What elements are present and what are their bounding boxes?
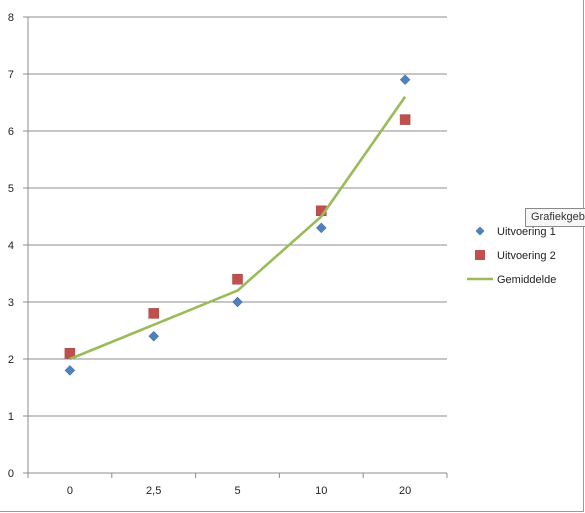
series-uitvoering-1[interactable]: [64, 74, 411, 376]
data-point-diamond[interactable]: [232, 296, 243, 308]
y-tick-label: 1: [8, 411, 14, 423]
x-tick-label: 10: [315, 485, 327, 497]
y-tick-label: 2: [8, 354, 14, 366]
data-point-diamond[interactable]: [148, 330, 160, 342]
legend[interactable]: Uitvoering 1 Uitvoering 2 Gemiddelde: [467, 226, 556, 286]
series-gemiddelde[interactable]: [69, 96, 407, 361]
legend-diamond-swatch: [475, 226, 485, 236]
legend-square-swatch: [475, 250, 485, 260]
series-line[interactable]: [69, 96, 407, 361]
x-tick-label: 2,5: [146, 485, 161, 497]
y-tick-label: 4: [8, 240, 14, 252]
data-point-diamond[interactable]: [399, 74, 411, 86]
data-point-square[interactable]: [148, 308, 159, 319]
y-tick-label: 3: [8, 297, 14, 309]
series-uitvoering-2[interactable]: [64, 114, 411, 359]
y-tick-label: 7: [8, 69, 14, 81]
y-axis-tick-labels: 0 1 2 3 4 5 6 7 8: [8, 12, 14, 480]
x-tick-label: 20: [399, 485, 411, 497]
data-point-diamond[interactable]: [64, 365, 76, 376]
data-point-diamond[interactable]: [315, 222, 327, 234]
gridlines: [28, 16, 447, 417]
axes: [23, 16, 448, 478]
y-tick-label: 8: [8, 12, 14, 24]
y-tick-label: 0: [8, 468, 14, 480]
legend-item[interactable]: Uitvoering 1: [475, 226, 556, 238]
x-axis-tick-labels: 0 2,5 5 10 20: [67, 485, 411, 497]
legend-label: Uitvoering 2: [497, 250, 556, 262]
y-tick-label: 5: [8, 183, 14, 195]
data-point-square[interactable]: [232, 273, 243, 285]
data-point-square[interactable]: [399, 114, 411, 125]
y-tick-label: 6: [8, 126, 14, 138]
x-tick-label: 5: [234, 485, 240, 497]
legend-label: Gemiddelde: [497, 274, 556, 286]
legend-item[interactable]: Uitvoering 2: [475, 250, 556, 262]
legend-item[interactable]: Gemiddelde: [467, 274, 556, 286]
x-tick-label: 0: [67, 485, 73, 497]
chart-tooltip: Grafiekgeb: [525, 208, 585, 227]
legend-label: Uitvoering 1: [497, 226, 556, 238]
series-layer[interactable]: [64, 74, 411, 376]
